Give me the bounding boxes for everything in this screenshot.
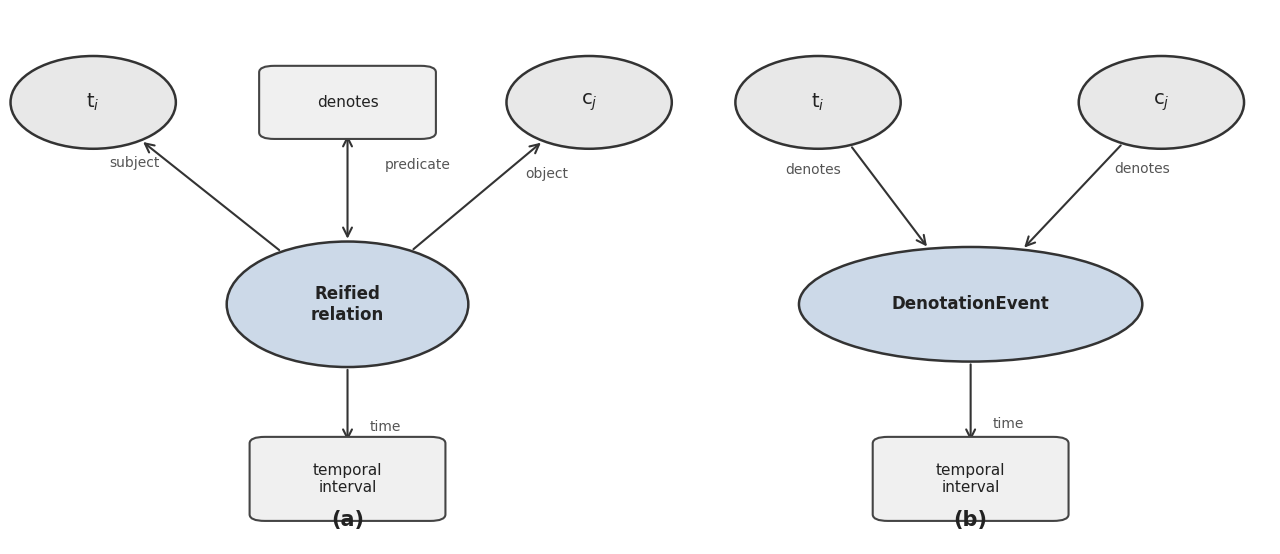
Text: Reified
relation: Reified relation [311, 285, 384, 324]
Text: predicate: predicate [384, 158, 451, 172]
Text: (b): (b) [954, 510, 988, 530]
Text: time: time [993, 417, 1024, 432]
Text: t$_i$: t$_i$ [87, 92, 100, 113]
Text: denotes: denotes [316, 95, 379, 110]
Text: temporal
interval: temporal interval [936, 463, 1005, 495]
Text: time: time [370, 420, 402, 434]
Text: DenotationEvent: DenotationEvent [892, 295, 1050, 313]
Text: t$_i$: t$_i$ [812, 92, 824, 113]
Text: temporal
interval: temporal interval [312, 463, 383, 495]
Ellipse shape [227, 242, 468, 367]
Ellipse shape [799, 247, 1142, 362]
Text: denotes: denotes [786, 163, 841, 177]
Ellipse shape [1079, 56, 1244, 149]
Text: c$_j$: c$_j$ [581, 91, 598, 113]
Ellipse shape [10, 56, 175, 149]
Ellipse shape [736, 56, 901, 149]
Text: subject: subject [110, 156, 160, 170]
FancyBboxPatch shape [259, 66, 436, 139]
Text: c$_j$: c$_j$ [1153, 91, 1170, 113]
Text: denotes: denotes [1115, 162, 1170, 176]
FancyBboxPatch shape [873, 437, 1069, 521]
Text: (a): (a) [332, 510, 364, 530]
Text: object: object [526, 167, 568, 181]
Ellipse shape [507, 56, 672, 149]
FancyBboxPatch shape [250, 437, 445, 521]
